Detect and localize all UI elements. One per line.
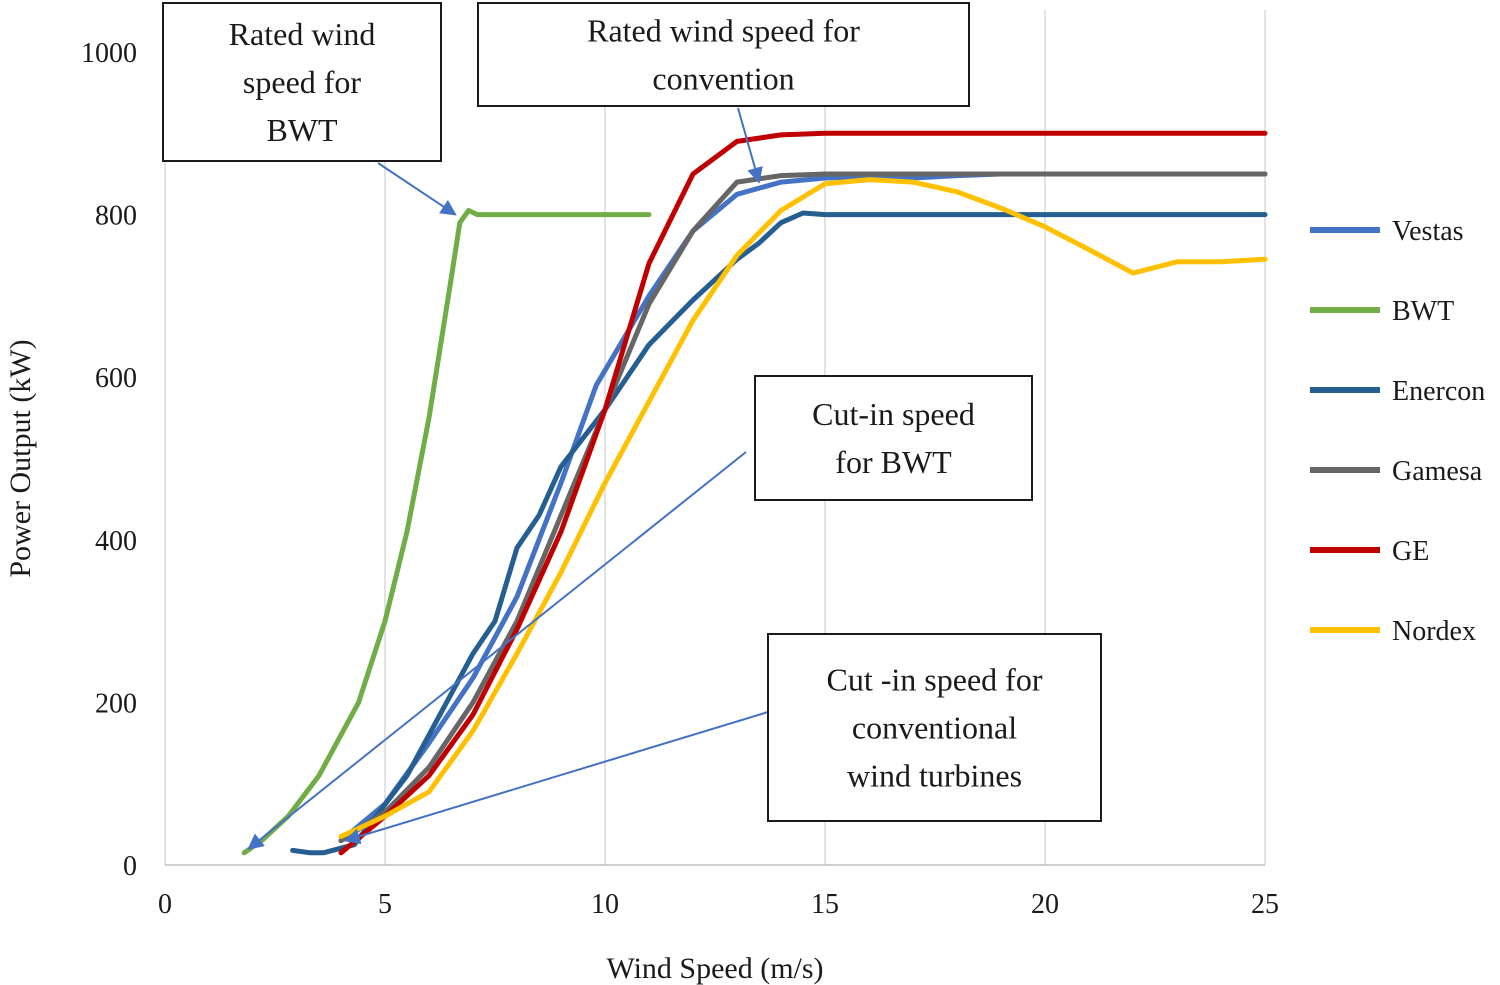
annotation-box-3: [754, 375, 1033, 501]
series-line-gamesa: [338, 171, 1268, 844]
x-axis-title: Wind Speed (m/s): [606, 952, 823, 985]
series-line-ge: [338, 130, 1268, 856]
annotation-1-line-1: Rated wind: [229, 16, 376, 52]
legend-label-nordex: Nordex: [1392, 616, 1476, 647]
annotation-3-line-1: Cut-in speed: [812, 396, 975, 432]
annotation-box-4: [767, 633, 1102, 822]
y-tick-label-800: 800: [95, 201, 137, 232]
annotation-3-line-2: for BWT: [835, 444, 952, 480]
annotation-arrows: [247, 107, 769, 850]
y-tick-label-200: 200: [95, 688, 137, 719]
annotation-1-line-3: BWT: [266, 112, 338, 148]
annotation-4-line-3: wind turbines: [847, 758, 1022, 794]
annotation-2-line-2: convention: [652, 61, 794, 97]
legend-label-ge: GE: [1392, 536, 1429, 567]
legend-label-vestas: Vestas: [1392, 216, 1464, 247]
series-line-nordex: [338, 177, 1268, 839]
annotation-arrow-3: [247, 451, 747, 850]
x-tick-label-15: 15: [811, 889, 839, 920]
annotation-1-line-2: speed for: [243, 64, 362, 100]
x-tick-label-10: 10: [591, 889, 619, 920]
x-tick-label-20: 20: [1031, 889, 1059, 920]
legend: Vestas BWT Enercon Gamesa GE Nordex: [1310, 216, 1485, 647]
annotation-2-line-1: Rated wind speed for: [587, 13, 860, 49]
series-lines: [241, 130, 1268, 856]
annotation-box-1: [162, 2, 442, 162]
y-axis-title: Power Output (kW): [4, 339, 37, 577]
y-tick-label-1000: 1000: [81, 38, 137, 69]
x-tick-label-25: 25: [1251, 889, 1279, 920]
annotation-boxes: Rated wind speed for BWT Rated wind speed f…: [162, 2, 1102, 822]
annotation-arrow-4: [343, 711, 769, 845]
legend-label-enercon: Enercon: [1392, 376, 1485, 407]
annotation-4-line-2: conventional: [852, 710, 1017, 746]
annotation-box-2: [477, 2, 970, 107]
series-line-bwt: [241, 208, 652, 856]
y-tick-label-600: 600: [95, 363, 137, 394]
y-tick-label-0: 0: [123, 851, 137, 882]
legend-label-gamesa: Gamesa: [1392, 456, 1483, 487]
x-tick-label-0: 0: [158, 889, 172, 920]
annotation-arrow-2: [737, 107, 763, 184]
annotation-4-line-1: Cut -in speed for: [827, 662, 1043, 698]
y-tick-label-400: 400: [95, 526, 137, 557]
annotation-arrow-1: [377, 162, 457, 216]
x-tick-label-5: 5: [378, 889, 392, 920]
legend-label-bwt: BWT: [1392, 296, 1454, 327]
